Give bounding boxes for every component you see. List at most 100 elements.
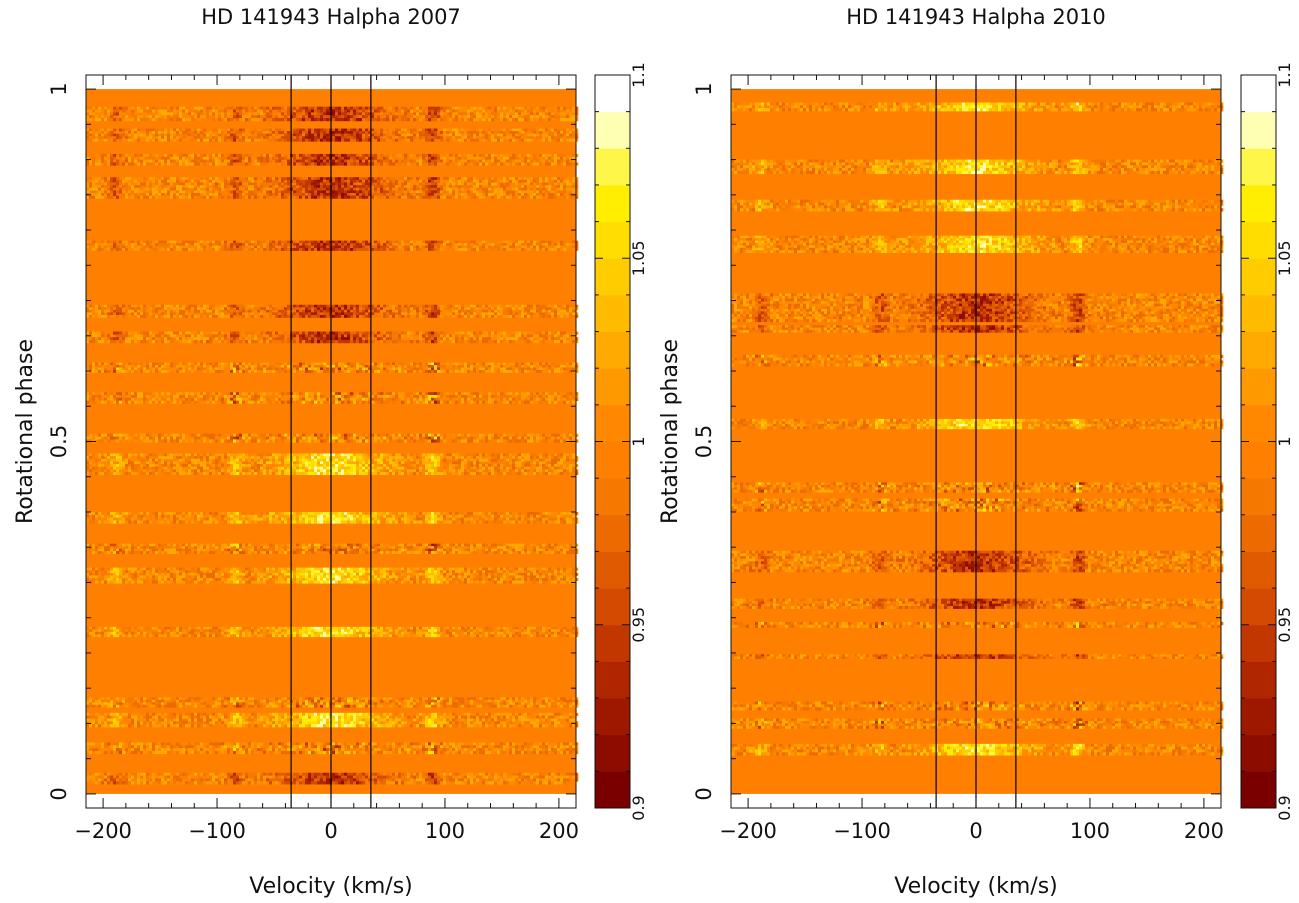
heatmap-cell (254, 546, 258, 550)
heatmap-cell (389, 750, 393, 755)
heatmap-cell (209, 577, 213, 581)
heatmap-cell (167, 718, 171, 722)
heatmap-cell (539, 748, 543, 752)
heatmap-cell (566, 546, 570, 550)
heatmap-cell (419, 543, 423, 547)
heatmap-cell (527, 570, 531, 574)
heatmap-cell (125, 626, 129, 630)
heatmap-cell (521, 775, 525, 779)
heatmap-cell (317, 548, 321, 552)
heatmap-cell (167, 702, 171, 706)
heatmap-cell (458, 778, 462, 782)
heatmap-cell (326, 745, 330, 749)
heatmap-cell (296, 775, 300, 779)
heatmap-cell (272, 704, 276, 708)
heatmap-cell (236, 775, 240, 779)
heatmap-cell (89, 721, 93, 725)
heatmap-cell (434, 543, 438, 547)
heatmap-cell (470, 575, 474, 579)
heatmap-cell (425, 517, 429, 521)
heatmap-cell (257, 715, 261, 719)
heatmap-cell (140, 697, 144, 701)
heatmap-cell (164, 626, 168, 630)
heatmap-cell (293, 514, 297, 519)
heatmap-cell (206, 629, 210, 633)
heatmap-cell (434, 551, 438, 554)
heatmap-cell (251, 520, 255, 524)
heatmap-cell (353, 575, 357, 579)
heatmap-cell (539, 718, 543, 722)
heatmap-cell (143, 511, 147, 516)
heatmap-cell (569, 575, 573, 579)
heatmap-cell (131, 781, 135, 785)
heatmap-cell (386, 511, 390, 516)
heatmap-cell (452, 721, 456, 725)
heatmap-cell (209, 572, 213, 576)
heatmap-cell (113, 580, 117, 584)
heatmap-cell (257, 750, 261, 755)
heatmap-cell (464, 724, 468, 728)
heatmap-cell (320, 517, 324, 521)
heatmap-cell (272, 517, 276, 521)
heatmap-cell (224, 721, 228, 725)
heatmap-cell (326, 634, 330, 638)
heatmap-cell (308, 718, 312, 722)
heatmap-cell (305, 775, 309, 779)
heatmap-cell (374, 577, 378, 581)
heatmap-cell (350, 702, 354, 706)
heatmap-cell (446, 775, 450, 779)
heatmap-cell (245, 721, 249, 725)
heatmap-cell (356, 551, 360, 554)
heatmap-cell (167, 548, 171, 552)
heatmap-cell (380, 511, 384, 516)
heatmap-cell (494, 778, 498, 782)
heatmap-cell (218, 775, 222, 779)
heatmap-cell (446, 520, 450, 524)
heatmap-cell (452, 704, 456, 708)
heatmap-cell (125, 543, 129, 547)
heatmap-cell (158, 629, 162, 633)
heatmap-cell (440, 570, 444, 574)
heatmap-cell (116, 715, 120, 719)
heatmap-cell (467, 543, 471, 547)
heatmap-cell (401, 548, 405, 552)
heatmap-cell (398, 575, 402, 579)
heatmap-cell (539, 572, 543, 576)
heatmap-cell (404, 699, 408, 703)
heatmap-cell (533, 699, 537, 703)
heatmap-cell (368, 514, 372, 519)
heatmap-cell (239, 567, 243, 571)
heatmap-cell (365, 580, 369, 584)
heatmap-cell (98, 548, 102, 552)
heatmap-cell (236, 546, 240, 550)
heatmap-cell (344, 781, 348, 785)
heatmap-cell (371, 724, 375, 728)
heatmap-cell (185, 631, 189, 635)
heatmap-cell (419, 715, 423, 719)
heatmap-cell (488, 715, 492, 719)
heatmap-cell (170, 781, 174, 785)
heatmap-cell (332, 543, 336, 547)
heatmap-cell (491, 514, 495, 519)
heatmap-cell (416, 543, 420, 547)
heatmap-cell (215, 626, 219, 630)
heatmap-cell (461, 572, 465, 576)
heatmap-cell (143, 548, 147, 552)
heatmap-cell (140, 520, 144, 524)
heatmap-cell (512, 775, 516, 779)
heatmap-cell (152, 546, 156, 550)
heatmap-cell (398, 517, 402, 521)
heatmap-cell (542, 778, 546, 782)
heatmap-cell (92, 745, 96, 749)
heatmap-cell (161, 699, 165, 703)
heatmap-cell (128, 626, 132, 630)
heatmap-cell (134, 626, 138, 630)
heatmap-cell (383, 634, 387, 638)
heatmap-cell (491, 511, 495, 516)
heatmap-cell (308, 631, 312, 635)
heatmap-cell (299, 580, 303, 584)
heatmap-cell (149, 742, 153, 746)
heatmap-cell (554, 750, 558, 755)
heatmap-cell (113, 626, 117, 630)
heatmap-cell (539, 517, 543, 521)
